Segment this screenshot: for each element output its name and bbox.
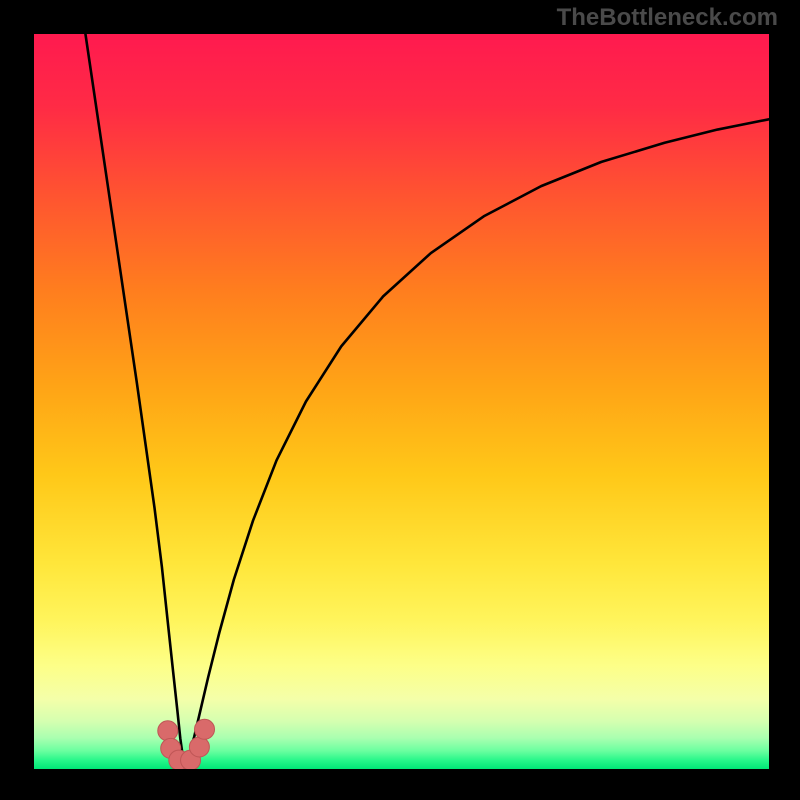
- bottleneck-marker: [189, 737, 209, 757]
- bottleneck-curve: [85, 34, 769, 762]
- chart-frame: TheBottleneck.com: [0, 0, 800, 800]
- bottleneck-marker: [195, 719, 215, 739]
- bottleneck-marker: [158, 721, 178, 741]
- plot-area: [34, 34, 769, 769]
- watermark-text: TheBottleneck.com: [557, 4, 778, 32]
- curve-layer: [34, 34, 769, 769]
